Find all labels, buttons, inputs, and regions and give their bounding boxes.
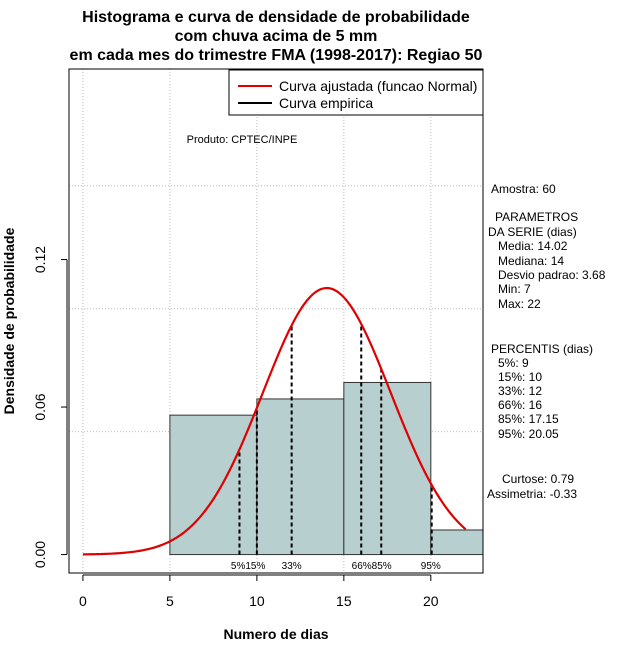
stats-assimetria: Assimetria: -0.33 <box>487 487 577 501</box>
stats-curtose: Curtose: 0.79 <box>502 472 574 486</box>
percentile-label: 33% <box>282 561 302 572</box>
stats-p15: 15%: 10 <box>498 370 542 384</box>
legend: Curva ajustada (funcao Normal) Curva emp… <box>228 69 484 116</box>
stats-mediana: Mediana: 14 <box>498 254 564 268</box>
stats-amostra: Amostra: 60 <box>491 182 556 196</box>
stats-panel: Amostra: 60 PARAMETROS DA SERIE (dias) M… <box>487 182 606 501</box>
legend-box <box>228 69 484 116</box>
axes-layer: 0 5 10 15 20 0.00 0.06 0.12 <box>32 246 439 609</box>
bars-layer <box>169 381 484 556</box>
x-tick-label: 20 <box>423 593 439 609</box>
stats-percentis-title: PERCENTIS (dias) <box>491 342 593 356</box>
stats-media: Media: 14.02 <box>498 239 568 253</box>
percentile-label: 5%15% <box>231 561 266 572</box>
x-tick-label: 5 <box>166 593 174 609</box>
x-axis-title: Numero de dias <box>223 626 328 642</box>
stats-p95: 95%: 20.05 <box>498 427 559 441</box>
curve-layer <box>82 286 467 556</box>
stats-min: Min: 7 <box>498 282 531 296</box>
x-tick-label: 0 <box>79 593 87 609</box>
percentile-layer: 5%15% 33% 66%85% 95% <box>231 323 441 572</box>
histogram-bar <box>256 398 345 556</box>
chart-title-line-2: com chuva acima de 5 mm <box>175 28 378 45</box>
histogram-bar <box>343 381 432 556</box>
stats-max: Max: 22 <box>498 297 541 311</box>
y-axis-title: Densidade de probabilidade <box>1 227 17 414</box>
legend-label-normal: Curva ajustada (funcao Normal) <box>279 78 477 94</box>
percentile-label: 66%85% <box>352 561 392 572</box>
chart-title-line-3: em cada mes do trimestre FMA (1998-2017)… <box>70 47 483 64</box>
stats-p5: 5%: 9 <box>498 356 529 370</box>
legend-label-empirical: Curva empirica <box>279 95 373 111</box>
x-tick-label: 10 <box>249 593 265 609</box>
y-tick-label: 0.00 <box>32 541 48 568</box>
stats-p66: 66%: 16 <box>498 398 542 412</box>
y-tick-label: 0.12 <box>32 246 48 273</box>
percentile-label: 95% <box>421 561 441 572</box>
chart-title-line-1: Histograma e curva de densidade de proba… <box>82 9 470 26</box>
histogram-bar <box>430 529 484 556</box>
x-tick-label: 15 <box>336 593 352 609</box>
stats-p85: 85%: 17.15 <box>498 412 559 426</box>
stats-parametros-title-2: DA SERIE (dias) <box>488 225 577 239</box>
y-tick-label: 0.06 <box>32 393 48 420</box>
plot-frame <box>68 68 484 574</box>
normal-fit-curve <box>82 286 467 556</box>
product-note: Produto: CPTEC/INPE <box>187 134 298 146</box>
stats-desvio: Desvio padrao: 3.68 <box>498 268 606 282</box>
stats-parametros-title-1: PARAMETROS <box>495 210 578 224</box>
stats-p33: 33%: 12 <box>498 384 542 398</box>
